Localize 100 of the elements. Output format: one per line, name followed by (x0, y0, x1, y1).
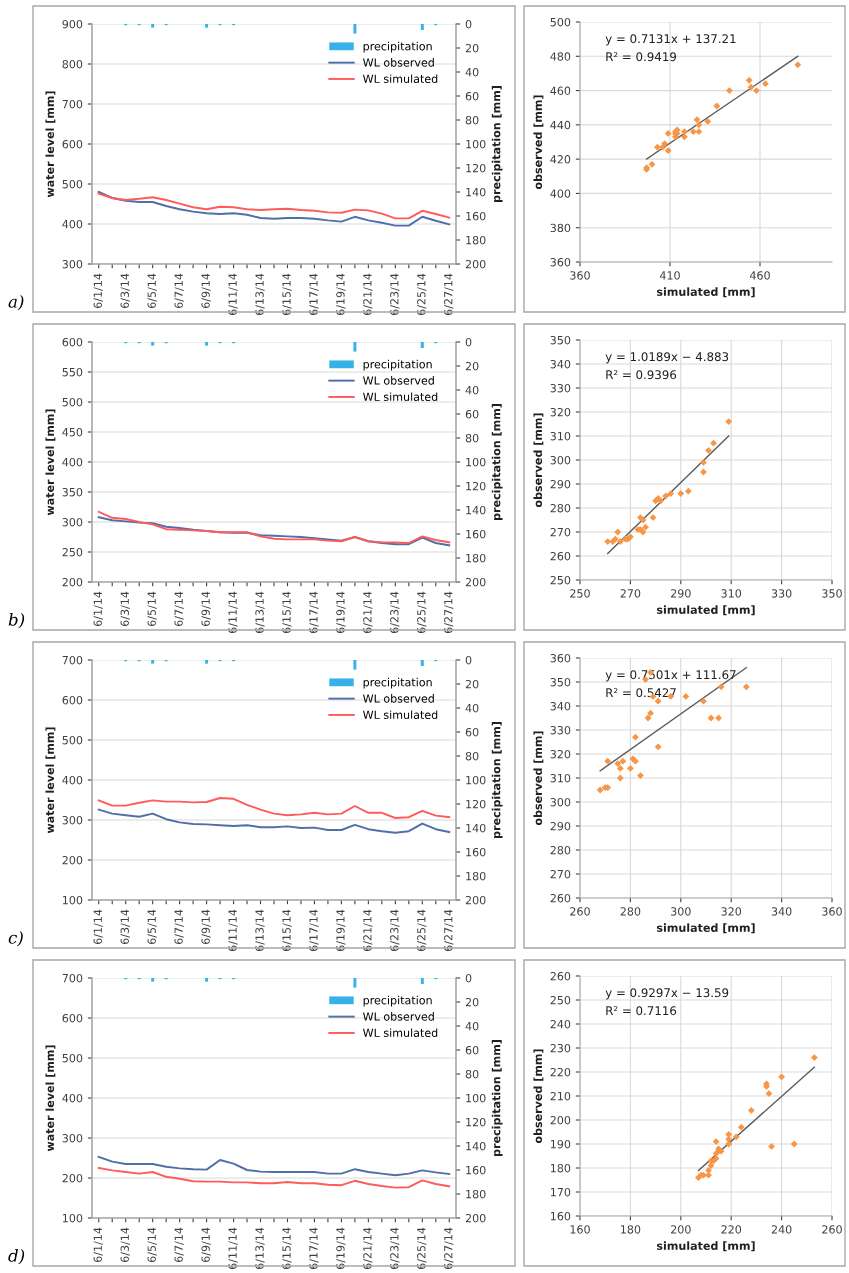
x-tick-label: 200 (671, 1225, 691, 1234)
y-axis-title: water level [mm] (45, 727, 56, 834)
y2-tick-label: 100 (466, 457, 486, 467)
y-tick-label: 300 (62, 517, 83, 527)
x-tick-label: 180 (621, 1225, 641, 1234)
y-tick-label: 700 (62, 655, 83, 665)
y-tick-label: 250 (62, 547, 83, 557)
y-axis-title: observed [mm] (533, 731, 544, 826)
x-tick-label: 160 (570, 1225, 590, 1234)
y2-tick-label: 140 (466, 187, 486, 197)
x-tick-label: 6/3/14 (120, 591, 130, 627)
y-tick-label: 600 (62, 139, 83, 149)
y-tick-label: 270 (550, 869, 571, 879)
y2-tick-label: 200 (465, 577, 486, 587)
y-tick-label: 360 (550, 257, 571, 267)
y-tick-label: 250 (550, 995, 571, 1005)
y-tick-label: 300 (550, 455, 571, 465)
y2-tick-label: 20 (465, 997, 479, 1007)
y-tick-label: 350 (550, 335, 571, 345)
x-tick-label: 6/25/14 (417, 1227, 427, 1270)
y-tick-label: 270 (550, 527, 571, 537)
x-tick-label: 6/9/14 (201, 591, 211, 627)
x-tick-label: 6/21/14 (363, 591, 373, 634)
y-tick-label: 200 (550, 1115, 571, 1125)
y-axis-title: observed [mm] (533, 1049, 544, 1144)
y-axis-title: water level [mm] (45, 1045, 56, 1152)
y2-tick-label: 40 (465, 1021, 479, 1031)
x-tick-label: 6/7/14 (174, 909, 184, 945)
y-axis-title: observed [mm] (533, 95, 544, 190)
text: d) (8, 1248, 25, 1265)
y-tick-label: 260 (550, 971, 571, 981)
y-axis-title: observed [mm] (533, 413, 544, 508)
x-tick-label: 6/1/14 (93, 1227, 103, 1263)
x-tick-label: 6/17/14 (309, 909, 319, 952)
x-tick-label: 6/13/14 (255, 273, 265, 316)
legend-label: WL observed (363, 58, 434, 67)
text: b) (8, 612, 25, 629)
x-tick-label: 6/25/14 (417, 273, 427, 316)
x-tick-label: 6/27/14 (444, 1227, 454, 1270)
x-tick-label: 220 (721, 1225, 742, 1234)
x-tick-label: 6/17/14 (309, 273, 319, 316)
y-tick-label: 360 (550, 653, 571, 663)
y2-tick-label: 120 (466, 799, 486, 809)
text: c) (8, 930, 23, 947)
y2-tick-label: 140 (466, 823, 486, 833)
x-tick-label: 250 (570, 589, 590, 598)
y-tick-label: 800 (62, 59, 83, 69)
x-tick-label: 6/1/14 (93, 273, 103, 309)
y2-tick-label: 120 (466, 481, 486, 491)
y-tick-label: 400 (62, 219, 83, 229)
y-tick-label: 340 (550, 359, 571, 369)
x-tick-label: 6/15/14 (282, 1227, 292, 1270)
y-tick-label: 320 (550, 749, 571, 759)
x-tick-label: 6/11/14 (228, 1227, 238, 1270)
x-tick-label: 6/3/14 (120, 273, 130, 309)
y2-tick-label: 100 (466, 139, 486, 149)
x-tick-label: 6/9/14 (201, 909, 211, 945)
x-tick-label: 6/23/14 (390, 273, 400, 316)
y2-tick-label: 80 (465, 751, 479, 761)
x-tick-label: 360 (822, 907, 842, 916)
x-tick-label: 360 (570, 271, 590, 280)
y2-tick-label: 60 (465, 727, 479, 737)
x-tick-label: 6/17/14 (309, 591, 319, 634)
x-tick-label: 6/15/14 (282, 909, 292, 952)
annotation: y = 0.9297x − 13.59 (605, 988, 729, 1000)
legend-label: WL observed (363, 376, 434, 385)
x-axis-title: simulated [mm] (656, 923, 755, 934)
x-tick-label: 300 (671, 907, 691, 916)
y2-tick-label: 160 (466, 847, 486, 857)
y2-tick-label: 120 (466, 163, 486, 173)
x-axis-title: simulated [mm] (656, 1241, 755, 1252)
y-tick-label: 400 (62, 775, 83, 785)
y-tick-label: 260 (550, 893, 571, 903)
annotation: y = 0.7501x + 111.67 (605, 670, 736, 682)
y-tick-label: 350 (62, 487, 83, 497)
y-tick-label: 500 (62, 1053, 83, 1063)
y-tick-label: 330 (550, 383, 571, 393)
y-tick-label: 280 (550, 845, 571, 855)
y-tick-label: 200 (62, 1173, 83, 1183)
y-tick-label: 200 (62, 577, 83, 587)
x-tick-label: 6/25/14 (417, 909, 427, 952)
y-tick-label: 220 (550, 1067, 571, 1077)
y-tick-label: 420 (550, 155, 571, 164)
y2-tick-label: 40 (465, 385, 479, 395)
y-tick-label: 500 (62, 735, 83, 745)
y2-tick-label: 200 (465, 1213, 486, 1223)
x-tick-label: 6/7/14 (174, 1227, 184, 1263)
x-tick-label: 6/19/14 (336, 591, 346, 634)
x-tick-label: 350 (822, 589, 842, 598)
x-tick-label: 330 (771, 589, 792, 598)
y2-tick-label: 100 (466, 1093, 486, 1103)
x-tick-label: 280 (620, 907, 641, 916)
x-tick-label: 320 (721, 907, 742, 916)
x-tick-label: 270 (620, 589, 641, 598)
x-tick-label: 6/15/14 (282, 273, 292, 316)
x-tick-label: 6/9/14 (201, 1227, 211, 1263)
annotation: y = 1.0189x − 4.883 (605, 352, 729, 364)
x-tick-label: 6/11/14 (228, 909, 238, 952)
x-tick-label: 6/27/14 (444, 273, 454, 316)
annotation: R² = 0.5427 (606, 688, 676, 698)
